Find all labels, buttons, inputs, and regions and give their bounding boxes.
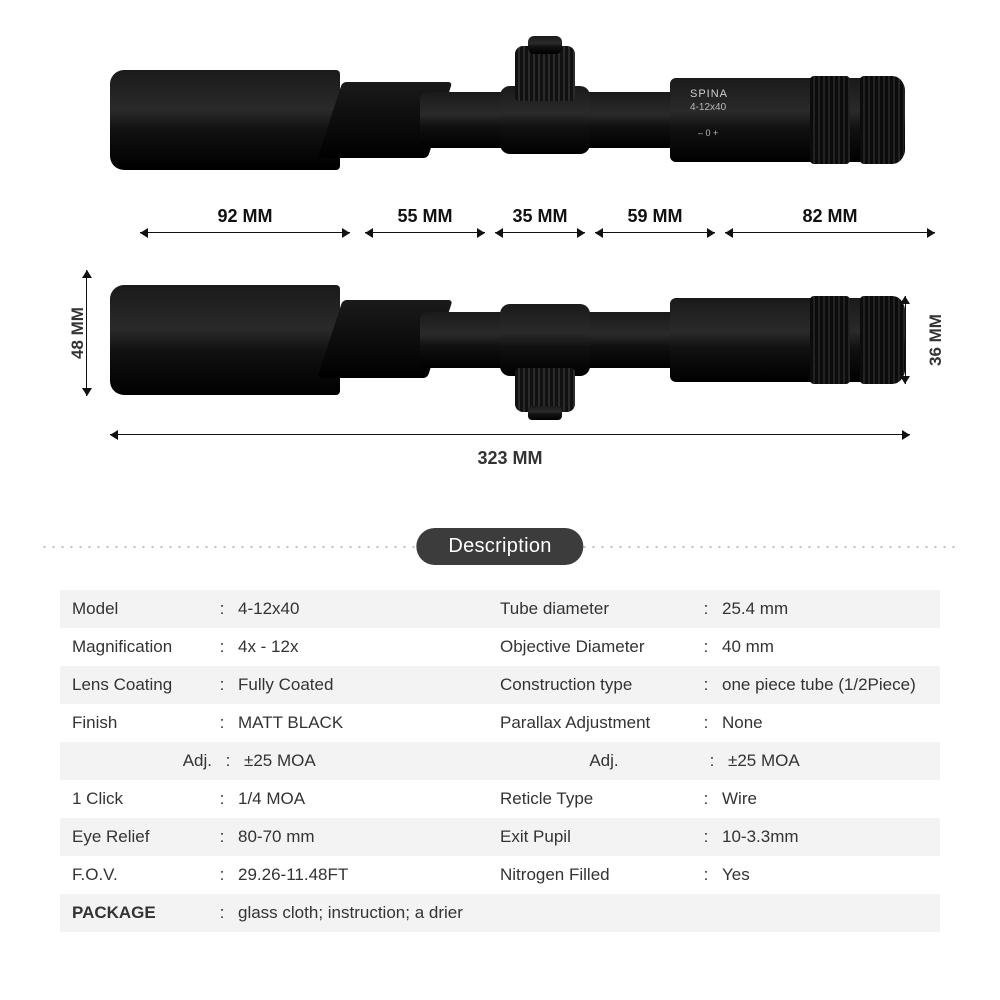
- colon: :: [212, 894, 232, 932]
- colon: :: [212, 856, 232, 894]
- spec-key: Finish: [60, 704, 212, 742]
- spec-key: F.O.V.: [60, 856, 212, 894]
- spec-key: Eye Relief: [60, 818, 212, 856]
- spec-value: 25.4 mm: [716, 590, 940, 628]
- scope-top-view: SPINA 4-12x40 – 0 +: [110, 50, 910, 180]
- spec-value: glass cloth; instruction; a drier: [232, 894, 940, 932]
- spec-value: Fully Coated: [232, 666, 488, 704]
- colon: :: [212, 666, 232, 704]
- spec-row: Model:4-12x40Tube diameter:25.4 mm: [60, 590, 940, 628]
- spec-row: PACKAGE:glass cloth; instruction; a drie…: [60, 894, 940, 932]
- dial-marks: – 0 +: [698, 128, 718, 138]
- spec-value: 29.26-11.48FT: [232, 856, 488, 894]
- colon: :: [696, 666, 716, 704]
- colon: :: [696, 856, 716, 894]
- colon: :: [696, 704, 716, 742]
- dim-eyepiece-height: 36 MM: [900, 296, 940, 384]
- spec-row: Lens Coating:Fully CoatedConstruction ty…: [60, 666, 940, 704]
- colon: :: [218, 742, 238, 780]
- spec-value: ±25 MOA: [238, 742, 494, 780]
- spec-value: Wire: [716, 780, 940, 818]
- spec-key: Exit Pupil: [488, 818, 696, 856]
- colon: :: [212, 704, 232, 742]
- spec-value: 10-3.3mm: [716, 818, 940, 856]
- colon: :: [212, 818, 232, 856]
- brand-model: 4-12x40: [690, 102, 726, 113]
- spec-value: MATT BLACK: [232, 704, 488, 742]
- specs-table: Model:4-12x40Tube diameter:25.4 mmMagnif…: [60, 590, 940, 932]
- colon: :: [212, 780, 232, 818]
- segment-dimensions: 92 MM 55 MM 35 MM 59 MM 82 MM: [140, 206, 950, 246]
- spec-key: Model: [60, 590, 212, 628]
- spec-key: Construction type: [488, 666, 696, 704]
- spec-key: Reticle Type: [488, 780, 696, 818]
- spec-value: 80-70 mm: [232, 818, 488, 856]
- spec-key: Parallax Adjustment: [488, 704, 696, 742]
- spec-row: Finish:MATT BLACKParallax Adjustment:Non…: [60, 704, 940, 742]
- spec-key: PACKAGE: [60, 894, 212, 932]
- spec-row: Magnification:4x - 12xObjective Diameter…: [60, 628, 940, 666]
- spec-value: 4x - 12x: [232, 628, 488, 666]
- spec-key: Adj.: [60, 742, 218, 780]
- spec-key: Nitrogen Filled: [488, 856, 696, 894]
- dim-total-length: 323 MM: [110, 448, 910, 482]
- dim-obj-label: 48 MM: [68, 307, 88, 359]
- dim-total-label: 323 MM: [477, 448, 542, 468]
- spec-value: one piece tube (1/2Piece): [716, 666, 940, 704]
- spec-value: None: [716, 704, 940, 742]
- colon: :: [696, 818, 716, 856]
- scope-side-view: [110, 260, 910, 410]
- spec-row: F.O.V.:29.26-11.48FTNitrogen Filled:Yes: [60, 856, 940, 894]
- colon: :: [212, 628, 232, 666]
- spec-value: Yes: [716, 856, 940, 894]
- spec-value: 4-12x40: [232, 590, 488, 628]
- spec-key: Lens Coating: [60, 666, 212, 704]
- spec-key: Objective Diameter: [488, 628, 696, 666]
- dim-seg-3: 35 MM: [512, 206, 567, 226]
- colon: :: [702, 742, 722, 780]
- spec-key: Magnification: [60, 628, 212, 666]
- spec-value: 40 mm: [716, 628, 940, 666]
- spec-row: 1 Click:1/4 MOAReticle Type:Wire: [60, 780, 940, 818]
- spec-key: Adj.: [494, 742, 702, 780]
- brand-label: SPINA: [690, 88, 728, 100]
- colon: :: [696, 628, 716, 666]
- dim-seg-2: 55 MM: [397, 206, 452, 226]
- dim-eye-label: 36 MM: [926, 314, 946, 366]
- spec-value: ±25 MOA: [722, 742, 940, 780]
- spec-value: 1/4 MOA: [232, 780, 488, 818]
- colon: :: [696, 780, 716, 818]
- dimensioned-figure: SPINA 4-12x40 – 0 + 92 MM 55 MM 35 MM 59…: [50, 40, 950, 540]
- spec-row: Eye Relief:80-70 mmExit Pupil:10-3.3mm: [60, 818, 940, 856]
- dim-objective-height: 48 MM: [52, 270, 92, 396]
- colon: :: [212, 590, 232, 628]
- spec-key: Tube diameter: [488, 590, 696, 628]
- spec-row: Adj.:±25 MOAAdj.:±25 MOA: [60, 742, 940, 780]
- colon: :: [696, 590, 716, 628]
- dim-seg-5: 82 MM: [802, 206, 857, 226]
- dim-seg-4: 59 MM: [627, 206, 682, 226]
- description-heading: Description: [416, 528, 583, 565]
- dim-seg-1: 92 MM: [217, 206, 272, 226]
- spec-key: 1 Click: [60, 780, 212, 818]
